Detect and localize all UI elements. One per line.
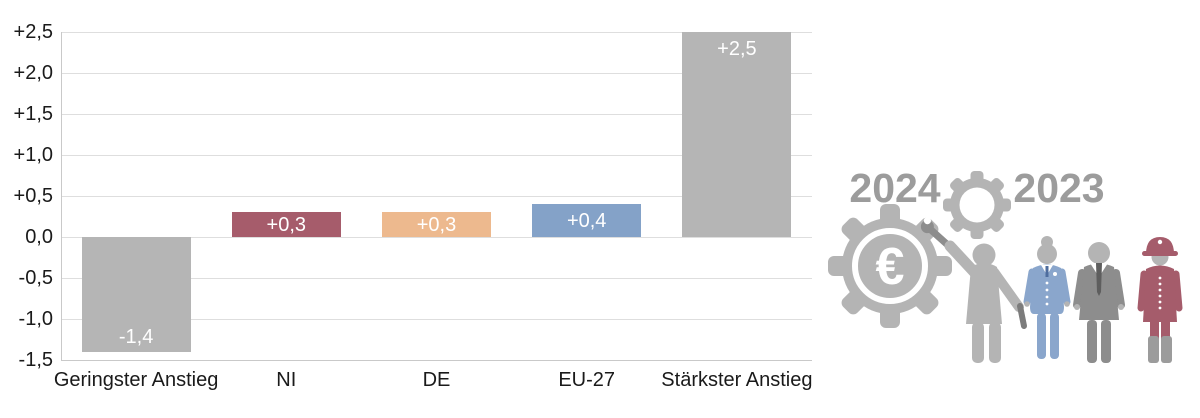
x-category-label: DE bbox=[422, 369, 451, 391]
bar-value-label: +0,4 bbox=[566, 209, 607, 232]
small-gear-icon bbox=[943, 171, 1011, 239]
gridline bbox=[61, 359, 812, 361]
x-category-label: NI bbox=[276, 369, 297, 391]
gridline bbox=[61, 236, 812, 238]
bar-value-label: +2,5 bbox=[717, 38, 757, 60]
x-category-label: Geringster Anstieg bbox=[53, 369, 219, 391]
boot-icon bbox=[1148, 336, 1159, 363]
bar-de: +0,3 bbox=[382, 212, 491, 237]
bar-value-label: -1,4 bbox=[118, 325, 154, 348]
x-category-label: EU-27 bbox=[558, 369, 616, 391]
y-tick-label: -1,0 bbox=[18, 308, 53, 330]
y-tick-label: +1,5 bbox=[13, 103, 53, 125]
y-tick-label: -0,5 bbox=[18, 267, 53, 289]
y-tick-label: +2,0 bbox=[13, 62, 53, 84]
gridline bbox=[61, 31, 812, 33]
gridline bbox=[61, 277, 812, 279]
mechanic-figure bbox=[944, 240, 1027, 363]
y-tick-label: 0,0 bbox=[25, 226, 53, 248]
stewardess-figure bbox=[1023, 236, 1071, 359]
gridline bbox=[61, 72, 812, 74]
y-axis-line bbox=[61, 32, 62, 360]
hand-tool-icon bbox=[1017, 303, 1027, 329]
euro-symbol: € bbox=[876, 238, 905, 296]
euro-gear-icon: € bbox=[828, 204, 952, 328]
y-tick-label: +0,5 bbox=[13, 185, 53, 207]
businessman-figure bbox=[1073, 242, 1125, 363]
y-tick-label: +1,0 bbox=[13, 144, 53, 166]
gridline bbox=[61, 318, 812, 320]
year-2023-label: 2023 bbox=[1013, 165, 1104, 211]
y-tick-label: -1,5 bbox=[18, 349, 53, 371]
badge-icon bbox=[1053, 272, 1057, 276]
bar-value-label: +0,3 bbox=[266, 213, 307, 236]
boot-icon bbox=[1161, 336, 1172, 363]
y-tick-label: +2,5 bbox=[13, 21, 53, 43]
years-comparison-illustration: 2024 2023 € bbox=[828, 165, 1183, 363]
year-2024-label: 2024 bbox=[849, 165, 940, 211]
helmet-icon bbox=[1146, 237, 1174, 254]
firefighter-figure bbox=[1137, 237, 1183, 363]
gridline bbox=[61, 154, 812, 156]
wrench-icon bbox=[920, 217, 952, 249]
gridline bbox=[61, 113, 812, 115]
x-category-label: Stärkster Anstieg bbox=[661, 369, 813, 391]
gridline bbox=[61, 195, 812, 197]
bar-value-label: +0,3 bbox=[416, 213, 457, 236]
bar-ni: +0,3 bbox=[231, 212, 341, 237]
bar-geringster-anstieg: -1,4 bbox=[81, 237, 191, 352]
bar-st-rkster-anstieg: +2,5 bbox=[682, 32, 792, 237]
tie-icon bbox=[1096, 263, 1102, 296]
bar-eu-27: +0,4 bbox=[532, 204, 642, 237]
